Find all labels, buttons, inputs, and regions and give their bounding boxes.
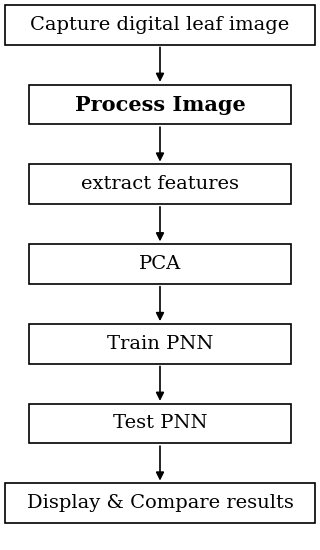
Bar — [5, 483, 315, 523]
Text: Train PNN: Train PNN — [107, 335, 213, 353]
Text: PCA: PCA — [139, 255, 181, 273]
Text: Display & Compare results: Display & Compare results — [27, 494, 293, 512]
Text: Test PNN: Test PNN — [113, 415, 207, 432]
Bar — [29, 324, 291, 364]
Bar — [5, 5, 315, 45]
Text: Capture digital leaf image: Capture digital leaf image — [30, 16, 290, 34]
Bar — [29, 244, 291, 284]
Bar — [29, 164, 291, 204]
Bar — [29, 85, 291, 124]
Bar — [29, 404, 291, 443]
Text: extract features: extract features — [81, 175, 239, 193]
Text: Process Image: Process Image — [75, 95, 245, 114]
